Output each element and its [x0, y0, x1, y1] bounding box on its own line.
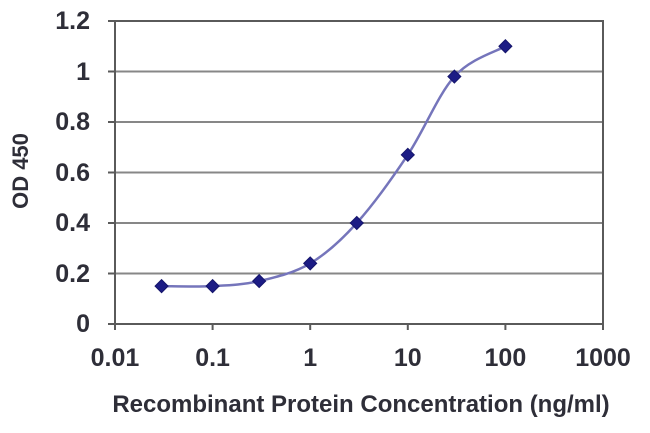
data-point-marker — [349, 215, 364, 231]
x-axis-tick-label: 100 — [484, 344, 527, 372]
data-point-marker — [302, 256, 318, 271]
y-axis-tick-label: 0.6 — [55, 158, 90, 187]
x-axis-tick-label: 1 — [303, 344, 318, 372]
x-axis-tick-label: 1000 — [575, 344, 631, 372]
data-point-marker — [400, 147, 416, 163]
data-point-marker — [251, 273, 267, 289]
data-point-marker — [447, 69, 462, 84]
x-axis-tick-label: 0.01 — [90, 344, 140, 372]
data-point-marker — [498, 39, 513, 54]
series-curve — [160, 45, 507, 288]
y-axis-tick-label: 0.2 — [55, 259, 90, 288]
y-axis-tick-label: 0.8 — [55, 108, 90, 136]
y-axis-tick-label: 1.2 — [55, 7, 90, 35]
data-point-marker — [154, 278, 169, 294]
y-axis-tick-label: 1 — [76, 57, 90, 86]
y-axis-tick-label: 0.4 — [55, 209, 90, 237]
x-axis-title: Recombinant Protein Concentration (ng/ml… — [112, 391, 610, 418]
x-axis-tick-label: 10 — [393, 344, 422, 372]
y-axis-tick-label: 0 — [76, 310, 90, 338]
x-axis-tick-label: 0.1 — [195, 344, 230, 372]
data-point-marker — [205, 278, 220, 294]
